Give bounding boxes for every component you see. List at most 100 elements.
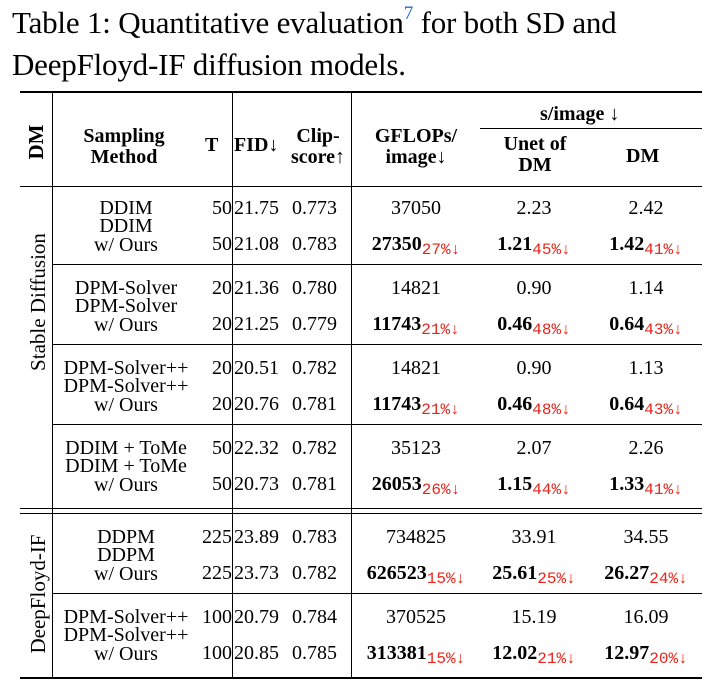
dm-time-value: 2.42 [590, 197, 702, 219]
dm-time-value: 26.2724%↓ [590, 562, 702, 588]
dm-time-value-number: 0.64 [609, 393, 645, 415]
clip-value: 0.783 [292, 233, 337, 255]
method-variant: w/ Ours [94, 563, 158, 585]
t-value: 20 [212, 393, 232, 415]
dm-time-value: 16.09 [590, 606, 702, 628]
clip-value: 0.782 [292, 562, 337, 584]
unet-time-value: 1.2145%↓ [478, 233, 590, 259]
dm-time-value: 1.4241%↓ [590, 233, 702, 259]
s-image-rule [480, 128, 702, 129]
dm-time-value-number: 34.55 [623, 526, 669, 548]
t-value: 50 [212, 437, 232, 459]
dm-time-value: 1.14 [590, 277, 702, 299]
unet-time-value-reduction: 48%↓ [532, 321, 571, 339]
unet-time-value-number: 15.19 [511, 606, 557, 628]
group-rule-1 [52, 264, 702, 265]
dm-time-value-reduction: 20%↓ [649, 650, 688, 668]
dm-time-value-number: 1.13 [628, 357, 664, 379]
fid-value: 20.51 [234, 357, 279, 379]
group-rule-3 [52, 424, 702, 425]
unet-time-value-reduction: 44%↓ [532, 481, 571, 499]
unet-time-value-number: 2.23 [516, 197, 552, 219]
gflops-header-line2: image↓ [385, 146, 447, 168]
gflops-value: 1174321%↓ [352, 393, 480, 419]
gflops-value-reduction: 15%↓ [426, 570, 466, 588]
gflops-header: GFLOPs/ image↓ [356, 126, 476, 168]
dm-time-value-number: 1.14 [628, 277, 664, 299]
unet-header: Unet of DM [480, 134, 590, 176]
gflops-value-number: 626523 [366, 562, 427, 584]
dm-time-value-reduction: 41%↓ [644, 481, 683, 499]
clip-value: 0.781 [292, 473, 337, 495]
t-value: 225 [202, 562, 232, 584]
gflops-value: 37050 [352, 197, 480, 219]
unet-header-line1: Unet of [503, 133, 567, 155]
gflops-value-number: 313381 [366, 642, 427, 664]
unet-time-value: 12.0221%↓ [478, 642, 590, 668]
clip-value: 0.779 [292, 313, 337, 335]
fid-header: FID↓ [234, 134, 279, 156]
dm-time-value: 34.55 [590, 526, 702, 548]
gflops-value-number: 14821 [391, 277, 441, 299]
method-name: DPM-Solver++ [63, 375, 189, 397]
gflops-value-number: 35123 [391, 437, 441, 459]
unet-time-value-number: 25.61 [492, 562, 538, 584]
unet-time-value: 0.4648%↓ [478, 393, 590, 419]
dm-header: DM [24, 124, 48, 160]
clip-value: 0.782 [292, 437, 337, 459]
fid-value: 23.89 [234, 526, 279, 548]
unet-time-value-reduction: 45%↓ [532, 241, 571, 259]
unet-time-value: 0.4648%↓ [478, 313, 590, 339]
t-value: 20 [212, 313, 232, 335]
fid-value: 20.73 [234, 473, 279, 495]
gflops-value-number: 14821 [391, 357, 441, 379]
unet-time-value: 0.90 [478, 357, 590, 379]
caption-text: Table 1: Quantitative evaluation [12, 5, 404, 40]
fid-value: 22.32 [234, 437, 279, 459]
t-value: 225 [202, 526, 232, 548]
gflops-value-number: 26053 [371, 473, 422, 495]
clip-header-line1: Clip- [296, 125, 340, 147]
fid-value: 21.75 [234, 197, 279, 219]
clip-header-line2: score↑ [290, 146, 346, 168]
unet-time-value-number: 0.46 [497, 393, 533, 415]
unet-time-value-number: 0.90 [516, 277, 552, 299]
t-value: 50 [212, 197, 232, 219]
dm-time-value: 1.13 [590, 357, 702, 379]
dm-time-value: 2.26 [590, 437, 702, 459]
sampling-header-line2: Method [90, 146, 158, 168]
dm-time-value-reduction: 24%↓ [649, 570, 688, 588]
method-variant: w/ Ours [94, 394, 158, 416]
dm-time-value: 0.6443%↓ [590, 313, 702, 339]
unet-time-value-number: 2.07 [516, 437, 552, 459]
unet-time-value-number: 0.46 [497, 313, 533, 335]
footnote-link[interactable]: 7 [403, 3, 414, 24]
method-name: DPM-Solver [74, 277, 178, 299]
dm-time-value: 1.3341%↓ [590, 473, 702, 499]
dm-time-value-reduction: 41%↓ [644, 241, 683, 259]
section-rule-b [20, 513, 702, 514]
gflops-value-number: 11743 [372, 313, 422, 335]
gflops-value-reduction: 26%↓ [421, 481, 461, 499]
gflops-header-line1: GFLOPs/ [374, 125, 458, 147]
dm-time-value-number: 16.09 [623, 606, 669, 628]
method-variant: w/ Ours [94, 314, 158, 336]
sampling-header-line1: Sampling [83, 125, 165, 147]
clip-value: 0.784 [292, 606, 337, 628]
dm-time-value-number: 0.64 [609, 313, 645, 335]
t-value: 50 [212, 473, 232, 495]
dm-time-value-reduction: 43%↓ [644, 321, 683, 339]
gflops-value: 2735027%↓ [352, 233, 480, 259]
dm-time-value-reduction: 43%↓ [644, 401, 683, 419]
fid-value: 21.36 [234, 277, 279, 299]
clip-value: 0.783 [292, 526, 337, 548]
gflops-value-number: 27350 [371, 233, 422, 255]
unet-time-value: 2.07 [478, 437, 590, 459]
clip-value: 0.781 [292, 393, 337, 415]
unet-time-value-reduction: 48%↓ [532, 401, 571, 419]
t-value: 20 [212, 277, 232, 299]
method-name: DDIM + ToMe [65, 455, 187, 477]
group-rule-4 [52, 593, 702, 594]
clip-col-rule [351, 93, 352, 677]
fid-col-rule [232, 93, 233, 677]
